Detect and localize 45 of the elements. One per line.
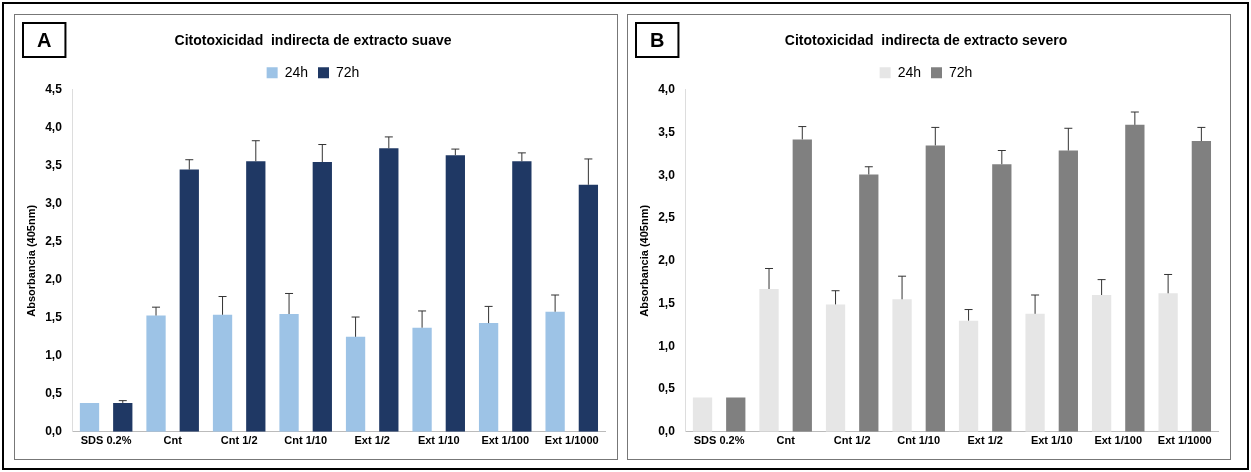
y-tick-label: 1,5 <box>45 310 63 325</box>
x-tick-label: Ext 1/2 <box>354 434 390 447</box>
y-tick-label: 4,0 <box>45 120 63 135</box>
y-tick-label: 3,5 <box>45 158 63 173</box>
x-tick-label: Cnt <box>163 434 183 447</box>
y-tick-label: 1,0 <box>45 348 63 363</box>
y-tick-label: 2,0 <box>658 253 676 268</box>
y-tick-label: 2,5 <box>658 210 676 225</box>
x-tick-label: Ext 1/10 <box>1030 434 1073 447</box>
x-tick-label: Ext 1/10 <box>417 434 460 447</box>
y-tick-label: 3,0 <box>45 196 63 211</box>
x-tick-label: SDS 0.2% <box>80 434 132 447</box>
x-tick-label: Ext 1/1000 <box>544 434 599 447</box>
y-tick-label: 4,0 <box>658 82 676 97</box>
x-tick-label: Ext 1/1000 <box>1157 434 1212 447</box>
x-tick-label: Cnt <box>776 434 796 447</box>
text: A <box>37 28 52 51</box>
text: B <box>650 28 665 51</box>
y-axis-title: Absorbancia (405nm) <box>24 204 37 317</box>
x-tick-label: Ext 1/100 <box>481 434 530 447</box>
y-tick-label: 1,0 <box>658 338 676 353</box>
chart-title: Citotoxicidad indirecta de extracto severo <box>784 32 1068 49</box>
x-tick-label: Cnt 1/2 <box>220 434 258 447</box>
legend-label: 72h <box>949 63 973 80</box>
y-tick-label: 4,5 <box>45 82 63 97</box>
y-tick-label: 3,0 <box>658 167 676 182</box>
x-tick-label: Ext 1/2 <box>967 434 1003 447</box>
y-tick-label: 0,5 <box>45 386 63 401</box>
x-tick-label: SDS 0.2% <box>693 434 745 447</box>
y-tick-label: 2,0 <box>45 272 63 287</box>
x-tick-label: Cnt 1/10 <box>284 434 328 447</box>
x-tick-label: Ext 1/100 <box>1094 434 1143 447</box>
y-axis-title: Absorbancia (405nm) <box>637 204 650 317</box>
x-tick-label: Cnt 1/10 <box>897 434 941 447</box>
y-tick-label: 3,5 <box>658 124 676 139</box>
y-tick-label: 2,5 <box>45 234 63 249</box>
y-tick-label: 0,0 <box>658 424 676 439</box>
chart-title: Citotoxicidad indirecta de extracto suave <box>174 32 452 49</box>
y-tick-label: 0,0 <box>45 424 63 439</box>
legend-label: 24h <box>897 63 921 80</box>
y-tick-label: 0,5 <box>658 381 676 396</box>
y-tick-label: 1,5 <box>658 295 676 310</box>
legend-label: 72h <box>336 63 360 80</box>
legend-label: 24h <box>284 63 308 80</box>
x-tick-label: Cnt 1/2 <box>833 434 871 447</box>
